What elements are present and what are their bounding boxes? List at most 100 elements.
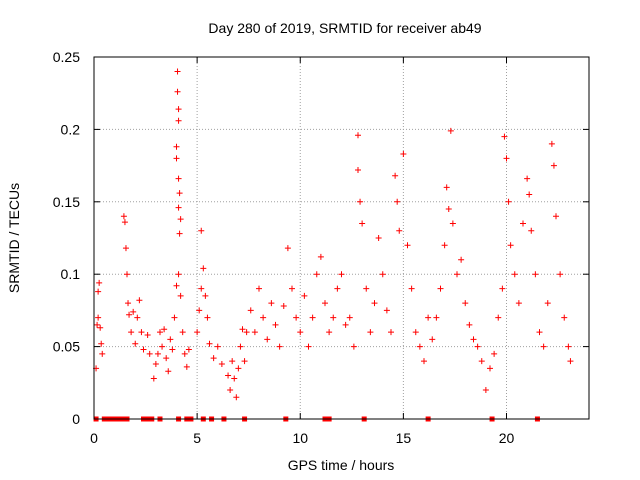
data-point (553, 213, 559, 220)
data-point (501, 133, 508, 140)
data-point (470, 336, 477, 343)
data-point (204, 314, 211, 321)
data-point (301, 292, 308, 299)
plot-frame (93, 56, 590, 420)
data-point (264, 336, 271, 343)
data-point (97, 324, 104, 331)
data-point (441, 242, 448, 249)
data-point (507, 242, 514, 249)
data-point (526, 191, 533, 198)
data-point (309, 314, 316, 321)
data-point (177, 292, 184, 299)
data-point (363, 285, 370, 292)
data-point (181, 350, 188, 357)
data-point (515, 300, 522, 307)
data-point (235, 365, 242, 372)
x-tick-label: 5 (193, 430, 201, 446)
data-point (359, 220, 366, 227)
data-point (173, 282, 180, 289)
data-point (536, 329, 543, 336)
data-point (357, 198, 364, 205)
data-point (392, 172, 399, 179)
data-point (194, 329, 201, 336)
data-point (120, 213, 127, 220)
data-point (346, 314, 353, 321)
data-point (134, 314, 141, 321)
data-point (394, 198, 401, 205)
data-point (355, 166, 361, 173)
data-point (175, 175, 182, 182)
y-tick-label: 0.15 (53, 194, 80, 210)
data-point (520, 220, 526, 227)
data-point (95, 314, 102, 321)
data-point (326, 329, 333, 336)
data-point (532, 271, 539, 278)
data-point (478, 358, 485, 365)
data-point (237, 343, 244, 350)
data-point (330, 314, 337, 321)
x-tick-label: 0 (90, 430, 98, 446)
data-point (371, 300, 378, 307)
data-point (95, 288, 102, 295)
data-point (260, 314, 267, 321)
data-point (98, 340, 105, 347)
data-point (421, 358, 427, 365)
data-point (412, 329, 419, 336)
data-point (388, 329, 394, 336)
data-point (196, 307, 203, 314)
data-point (177, 216, 184, 223)
data-point (458, 256, 465, 263)
data-point (495, 314, 502, 321)
data-point (173, 143, 180, 150)
data-point (482, 387, 489, 394)
data-point (174, 88, 181, 95)
data-point (396, 227, 403, 234)
data-point (280, 303, 287, 310)
data-point (225, 372, 232, 379)
data-point (132, 340, 139, 347)
data-point (567, 358, 574, 365)
data-point (443, 184, 450, 191)
data-point (125, 300, 132, 307)
data-point (198, 227, 205, 234)
grid-lines (94, 57, 589, 419)
data-point (383, 307, 390, 314)
data-point (474, 343, 481, 350)
data-point (524, 175, 531, 182)
data-point (176, 190, 183, 197)
data-point (322, 300, 328, 307)
chart-title: Day 280 of 2019, SRMTID for receiver ab4… (208, 20, 481, 36)
data-point (379, 271, 386, 278)
data-point (247, 307, 254, 314)
data-point (491, 350, 498, 357)
data-point (163, 355, 170, 362)
data-point (165, 368, 172, 375)
data-point (548, 140, 555, 147)
data-point (241, 358, 248, 365)
data-point (231, 375, 238, 382)
data-point (167, 336, 174, 343)
data-point (243, 329, 250, 336)
data-point (146, 350, 153, 357)
data-point (96, 279, 103, 286)
data-point (175, 271, 182, 278)
data-point (161, 326, 168, 333)
data-points (93, 68, 574, 422)
data-point (136, 297, 143, 304)
data-point (159, 343, 166, 350)
data-point (317, 253, 324, 260)
data-point (150, 375, 157, 382)
data-point (144, 332, 151, 339)
data-point (174, 68, 181, 75)
data-point (284, 245, 291, 252)
data-point (218, 360, 225, 367)
data-point (462, 300, 469, 307)
data-point (94, 321, 101, 328)
data-point (130, 308, 137, 315)
data-point (544, 300, 551, 307)
y-tick-label: 0.25 (53, 49, 80, 65)
data-point (251, 329, 258, 336)
data-point (425, 314, 432, 321)
data-point (557, 271, 564, 278)
data-point (416, 343, 423, 350)
